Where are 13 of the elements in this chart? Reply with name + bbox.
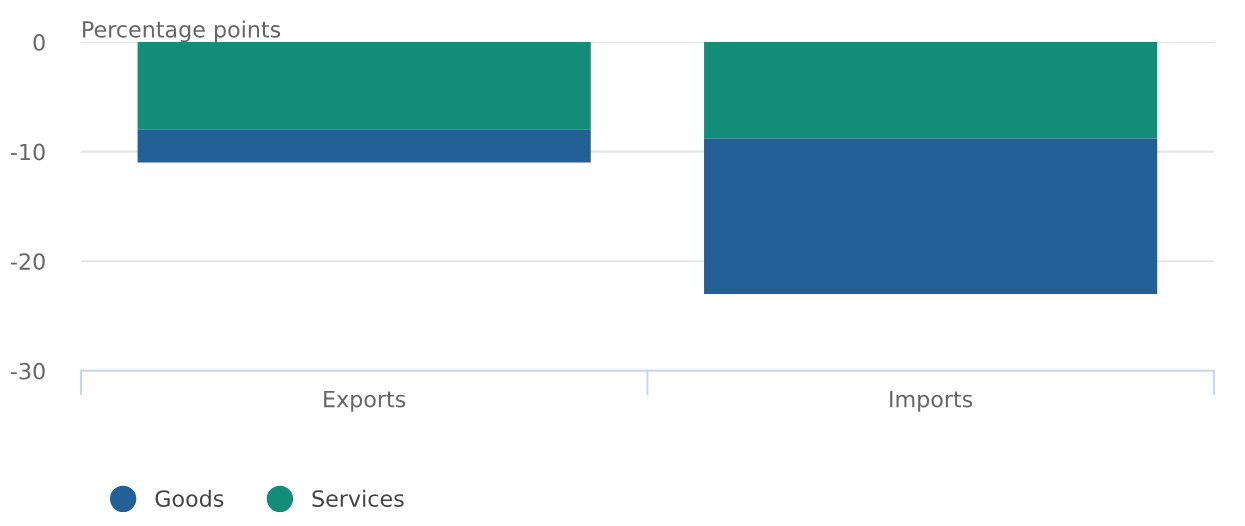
y-axis-title: Percentage points [83, 20, 281, 43]
x-tick-label: Imports [890, 390, 973, 412]
y-tick-label: -20 [10, 253, 45, 271]
y-tick-label: -30 [10, 362, 45, 380]
y-tick-label: -10 [10, 143, 45, 161]
bar [704, 42, 1158, 139]
legend-label: Goods [155, 489, 224, 507]
bar [704, 138, 1158, 295]
legend-label: Services [312, 489, 404, 507]
x-tick-label: Exports [324, 390, 406, 412]
bar [137, 129, 591, 163]
y-tick-label: 0 [33, 34, 45, 51]
bar [137, 42, 591, 130]
